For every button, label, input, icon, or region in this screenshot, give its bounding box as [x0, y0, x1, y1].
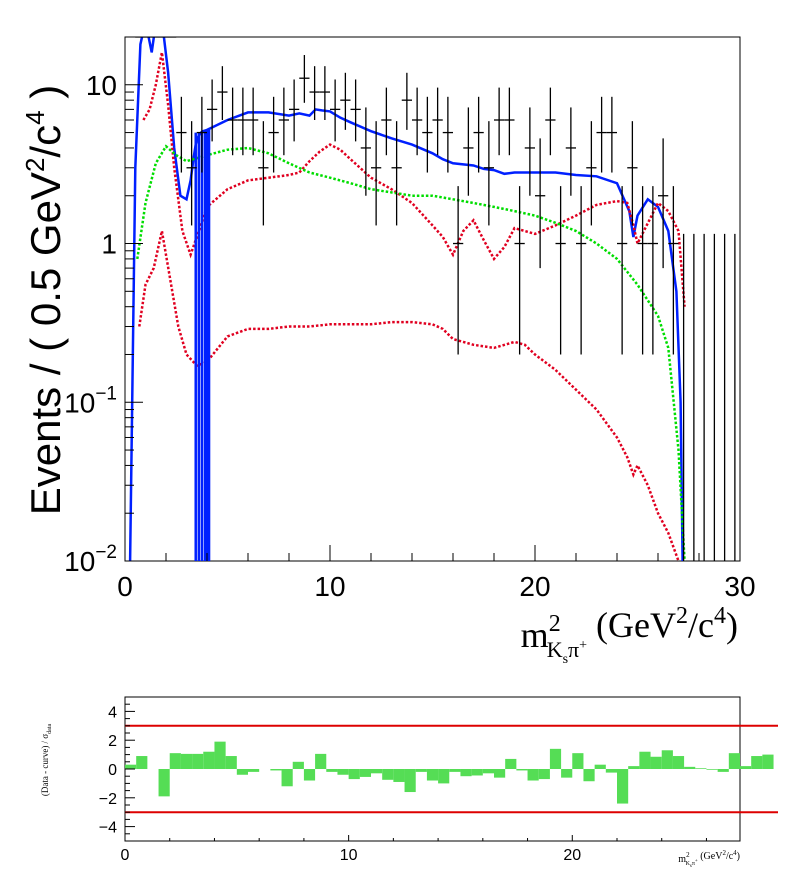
pull-bar [762, 754, 774, 769]
pull-bar [158, 769, 170, 797]
pull-x-tick-label: 0 [121, 847, 130, 864]
pull-bar [605, 769, 617, 773]
pull-bar [538, 769, 550, 780]
total-curve [128, 37, 684, 561]
comp-red-1-curve [142, 52, 686, 307]
pull-bar [382, 769, 394, 780]
x-tick-label: 30 [724, 571, 755, 602]
pull-bar [561, 769, 573, 778]
pull-bar [371, 769, 383, 774]
comp-green-curve [136, 144, 686, 561]
pull-bar [617, 769, 629, 804]
pull-bar [225, 756, 237, 769]
pull-y-tick-label: −2 [99, 791, 117, 808]
pull-bar [393, 769, 405, 782]
pull-bar [449, 769, 461, 772]
y-tick-label: 10−2 [64, 542, 117, 577]
pull-bar [661, 750, 673, 769]
pull-bar [136, 756, 148, 769]
pull-bar [706, 769, 718, 770]
pull-bar [214, 741, 226, 769]
main-xlabel: m2 Ksπ+ (GeV2/c4) [521, 603, 738, 667]
pull-bar [404, 769, 416, 793]
pull-bar [348, 769, 360, 780]
pull-bar [337, 769, 349, 775]
y-tick-base: 10 [64, 546, 95, 577]
main-plot-area [128, 37, 736, 561]
pull-xlabel: m2 Ksπ+ (GeV2/c4) [678, 849, 740, 869]
y-tick-exponent: −1 [95, 383, 117, 404]
pull-bar [180, 753, 193, 769]
pull-bar [192, 753, 204, 769]
pull-bar [516, 769, 528, 771]
pull-x-tick-label: 10 [340, 847, 358, 864]
y-tick-exponent: −2 [95, 542, 117, 563]
pull-bar [248, 769, 260, 772]
pull-bar [494, 769, 506, 778]
pull-bar [728, 753, 740, 769]
pull-y-tick-label: 0 [108, 762, 117, 779]
pull-bar [471, 769, 483, 776]
pull-ylabel: (Data - curve) / σdata [40, 724, 53, 797]
pull-bar [482, 769, 494, 774]
pull-bar [359, 769, 371, 777]
pull-bar [583, 769, 595, 782]
pull-bar [572, 753, 584, 769]
main-frame [124, 36, 741, 562]
pull-y-tick-label: 4 [108, 704, 117, 721]
pull-bar [695, 768, 707, 769]
y-tick-base: 10 [86, 70, 117, 101]
y-tick-label: 1 [101, 229, 117, 260]
pull-bar [650, 756, 662, 769]
pull-bar [639, 751, 651, 769]
pull-bar [426, 769, 439, 781]
pull-bar [751, 756, 763, 769]
pull-bar [326, 769, 338, 772]
comp-red-2-curve [138, 230, 680, 561]
y-tick-label: 10−1 [64, 383, 117, 418]
pull-bar [438, 769, 450, 784]
pull-y-tick-label: −4 [99, 820, 117, 837]
pull-bar [594, 764, 606, 769]
pull-bar [740, 766, 752, 769]
pull-y-tick-label: 2 [108, 733, 117, 750]
x-tick-label: 20 [519, 571, 550, 602]
pull-bar [527, 769, 539, 781]
pull-bar [684, 766, 696, 769]
pull-bar [203, 751, 215, 769]
pull-bar [717, 769, 729, 772]
pull-bar [549, 748, 562, 769]
x-tick-label: 10 [314, 571, 345, 602]
pull-bar [125, 764, 137, 769]
pull-bar [505, 758, 517, 769]
y-tick-label: 10 [86, 70, 117, 101]
pull-bar [628, 766, 640, 769]
x-tick-label: 0 [117, 571, 133, 602]
main-ylabel: Events / ( 0.5 GeV2/c4 ) [20, 85, 69, 515]
pull-bar [303, 769, 316, 781]
pull-bar [672, 756, 685, 769]
pull-bar [415, 769, 427, 772]
pull-bar [236, 769, 248, 775]
y-tick-base: 1 [101, 229, 117, 260]
y-tick-base: 10 [64, 387, 95, 418]
pull-x-tick-label: 20 [563, 847, 581, 864]
pull-bar [460, 769, 472, 777]
pull-bar [281, 769, 293, 787]
pull-bar [315, 753, 327, 769]
pull-bar [270, 769, 282, 771]
pull-bar [292, 761, 304, 769]
pull-bar [169, 753, 181, 769]
